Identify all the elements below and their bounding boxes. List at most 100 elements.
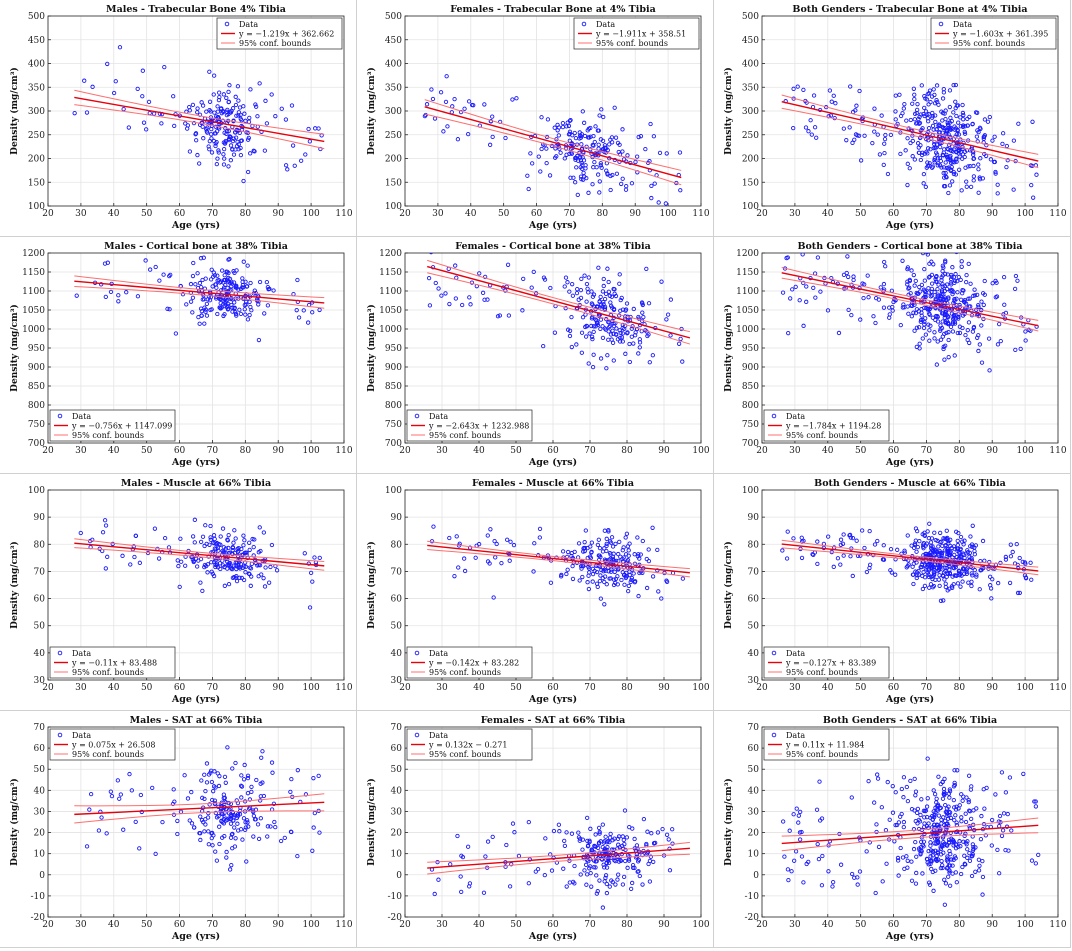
plot-area [74, 255, 325, 343]
data-point [590, 337, 595, 342]
data-point [615, 877, 620, 882]
data-point [921, 844, 926, 849]
data-point [259, 755, 264, 760]
fit-line [427, 544, 690, 574]
data-point [940, 152, 945, 158]
data-point [572, 881, 577, 886]
data-point [565, 280, 570, 285]
data-point [251, 813, 257, 819]
data-point [573, 135, 579, 141]
data-point [847, 532, 853, 538]
data-point [185, 796, 191, 801]
data-point [951, 289, 956, 295]
data-point [640, 310, 645, 315]
data-point [483, 854, 488, 859]
data-point [581, 170, 586, 176]
data-point [993, 171, 998, 176]
data-point [622, 808, 628, 813]
data-point [240, 282, 246, 288]
data-point [247, 115, 252, 121]
data-point [979, 323, 984, 328]
upper-confidence-bound [74, 793, 325, 807]
data-point [931, 788, 936, 793]
data-point [831, 93, 836, 98]
data-point [561, 866, 566, 871]
data-point [913, 310, 919, 316]
data-point [867, 528, 872, 534]
data-point [912, 541, 918, 546]
data-point [84, 844, 90, 849]
data-point [947, 870, 952, 875]
data-point [586, 290, 591, 295]
plot-area [427, 808, 690, 910]
data-point [432, 116, 438, 121]
data-point [608, 300, 613, 305]
data-point [226, 545, 231, 551]
data-point [958, 534, 964, 540]
data-point [910, 154, 915, 159]
x-axis-label: Age (yrs) [885, 931, 934, 942]
data-point [914, 107, 920, 113]
data-point [558, 150, 563, 155]
data-point [929, 293, 935, 298]
data-point [893, 572, 898, 577]
data-point [952, 319, 957, 325]
data-point [587, 866, 592, 871]
data-point [875, 132, 880, 137]
data-point [835, 556, 841, 561]
data-point [526, 819, 531, 825]
y-tick-label: 0 [396, 871, 402, 881]
data-point [221, 302, 226, 307]
data-point [203, 822, 208, 827]
y-tick-label: 350 [742, 83, 759, 93]
data-point [925, 307, 931, 312]
legend-label-data: Data [596, 20, 615, 29]
data-point [970, 853, 975, 859]
data-point [564, 124, 569, 129]
data-point [932, 330, 937, 335]
data-point [955, 314, 961, 320]
x-tick-label: 110 [1049, 683, 1066, 693]
data-point [956, 120, 961, 125]
data-point [932, 792, 938, 797]
data-point [176, 563, 181, 569]
data-point [911, 545, 917, 550]
legend-label-data: Data [239, 20, 258, 29]
data-point [490, 134, 495, 140]
data-point [217, 824, 222, 829]
data-point [634, 843, 640, 848]
data-point [829, 99, 834, 104]
data-point [959, 264, 964, 269]
data-point [595, 322, 601, 328]
data-point [514, 96, 519, 101]
y-tick-label: 50 [34, 622, 46, 632]
data-point [930, 849, 936, 854]
data-point [906, 311, 911, 316]
data-point [584, 299, 589, 304]
data-point [611, 286, 616, 292]
data-point [221, 545, 227, 550]
data-point [118, 792, 123, 797]
data-point [783, 237, 786, 239]
x-tick-label: 100 [303, 920, 320, 930]
data-point [589, 334, 595, 339]
data-point [460, 854, 466, 860]
data-point [979, 813, 984, 819]
data-point [666, 837, 671, 842]
data-point [947, 570, 952, 576]
upper-confidence-bound [781, 267, 1039, 321]
data-point [800, 253, 805, 257]
data-point [919, 313, 924, 318]
data-point [157, 278, 162, 283]
data-point [933, 113, 938, 118]
data-point [610, 544, 616, 549]
data-point [605, 844, 610, 850]
data-point [973, 110, 979, 115]
data-point [307, 139, 313, 144]
data-point [295, 768, 300, 773]
data-point [574, 290, 580, 296]
data-point [932, 822, 937, 827]
data-point [911, 827, 917, 832]
